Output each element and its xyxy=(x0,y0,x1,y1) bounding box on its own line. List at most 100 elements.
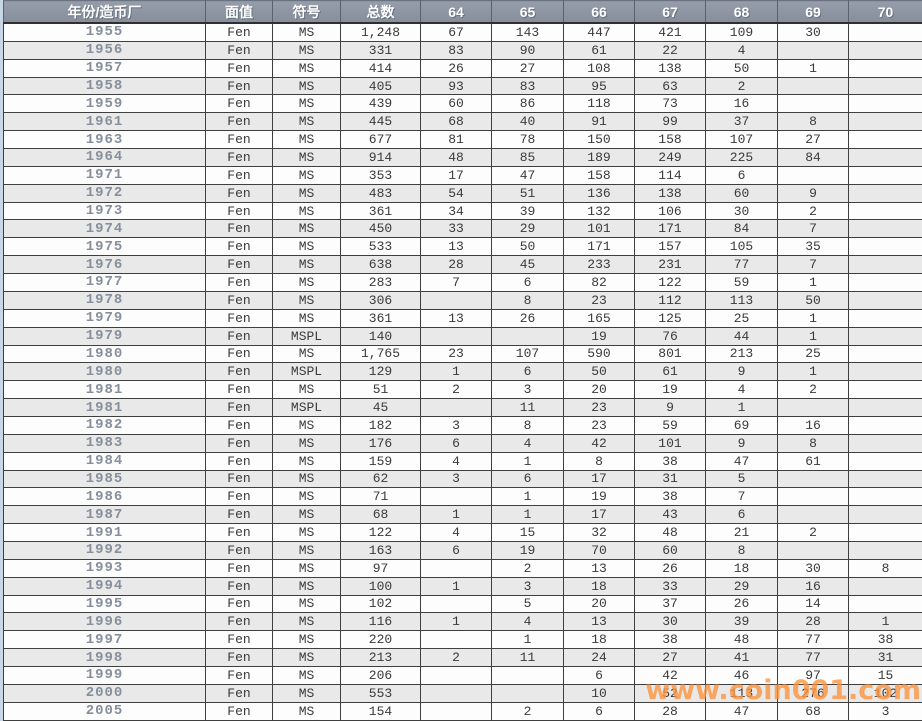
cell-symbol: MS xyxy=(272,380,341,400)
cell-grade-69: 77 xyxy=(777,648,849,667)
cell-total: 220 xyxy=(340,630,421,650)
table-row: 1981 Fen MS 51 2 3 20 19 4 2 xyxy=(3,380,922,400)
cell-grade-64: 48 xyxy=(420,148,492,167)
cell-total: 414 xyxy=(340,58,421,78)
header-cell-total: 总数 xyxy=(340,0,421,24)
cell-year-mint: 1975 xyxy=(3,237,206,257)
cell-total: 68 xyxy=(340,505,421,525)
cell-grade-69: 2 xyxy=(777,201,849,221)
cell-grade-70 xyxy=(848,487,922,507)
cell-denomination: Fen xyxy=(205,237,273,257)
cell-year-mint: 1959 xyxy=(3,94,206,114)
cell-grade-64 xyxy=(420,665,492,685)
cell-year-mint: 1997 xyxy=(3,630,206,650)
cell-denomination: Fen xyxy=(205,201,273,221)
cell-year-mint: 1992 xyxy=(3,540,206,560)
cell-grade-64: 17 xyxy=(420,165,492,185)
cell-year-mint: 1981 xyxy=(3,380,206,400)
cell-grade-67: 59 xyxy=(634,415,706,435)
cell-denomination: Fen xyxy=(205,22,273,42)
cell-year-mint: 1964 xyxy=(3,148,206,167)
cell-grade-64: 81 xyxy=(420,130,492,150)
cell-grade-68: 30 xyxy=(705,201,778,221)
cell-grade-64: 83 xyxy=(420,40,492,60)
cell-grade-64: 4 xyxy=(420,451,492,471)
cell-grade-70 xyxy=(848,112,922,132)
cell-grade-66: 20 xyxy=(563,594,635,614)
table-header-row: 年份/造币厂 面值 符号 总数 64 65 66 67 68 69 70 xyxy=(3,0,922,24)
cell-grade-65 xyxy=(491,326,564,346)
cell-grade-66: 171 xyxy=(563,237,635,257)
cell-grade-67: 9 xyxy=(634,398,706,417)
cell-grade-66: 19 xyxy=(563,326,635,346)
cell-denomination: Fen xyxy=(205,540,273,560)
cell-grade-69: 1 xyxy=(777,58,849,78)
cell-grade-64: 4 xyxy=(420,523,492,542)
table-row: 1986 Fen MS 71 1 19 38 7 xyxy=(3,487,922,507)
cell-year-mint: 1971 xyxy=(3,165,206,185)
cell-denomination: Fen xyxy=(205,683,273,703)
cell-grade-67: 22 xyxy=(634,40,706,60)
cell-grade-66: 50 xyxy=(563,362,635,382)
cell-grade-66: 233 xyxy=(563,255,635,275)
cell-grade-65: 3 xyxy=(491,576,564,596)
cell-grade-68: 60 xyxy=(705,183,778,203)
cell-grade-64: 67 xyxy=(420,22,492,42)
cell-grade-65: 6 xyxy=(491,362,564,382)
cell-grade-69: 1 xyxy=(777,362,849,382)
cell-total: 163 xyxy=(340,540,421,560)
cell-grade-70 xyxy=(848,219,922,239)
cell-grade-68: 25 xyxy=(705,308,778,328)
cell-grade-66: 189 xyxy=(563,148,635,167)
cell-total: 45 xyxy=(340,398,421,417)
cell-grade-68: 47 xyxy=(705,451,778,471)
cell-total: 677 xyxy=(340,130,421,150)
header-cell-grade-67: 67 xyxy=(634,0,706,24)
cell-grade-70 xyxy=(848,165,922,185)
cell-grade-65: 8 xyxy=(491,290,564,310)
cell-grade-67: 37 xyxy=(634,594,706,614)
cell-grade-66: 8 xyxy=(563,451,635,471)
cell-grade-67: 38 xyxy=(634,487,706,507)
cell-total: 638 xyxy=(340,255,421,275)
cell-grade-68: 2 xyxy=(705,76,778,96)
cell-grade-69 xyxy=(777,505,849,525)
cell-grade-70: 102 xyxy=(848,683,922,703)
cell-grade-69: 8 xyxy=(777,433,849,453)
cell-grade-66: 590 xyxy=(563,344,635,364)
cell-symbol: MS xyxy=(272,612,341,632)
cell-symbol: MS xyxy=(272,130,341,150)
cell-grade-66: 132 xyxy=(563,201,635,221)
cell-grade-69: 27 xyxy=(777,130,849,150)
header-cell-year-mint: 年份/造币厂 xyxy=(3,0,206,24)
cell-total: 361 xyxy=(340,308,421,328)
cell-symbol: MS xyxy=(272,594,341,614)
cell-symbol: MS xyxy=(272,701,341,721)
cell-grade-65: 8 xyxy=(491,415,564,435)
table-row: 1974 Fen MS 450 33 29 101 171 84 7 xyxy=(3,219,922,239)
cell-denomination: Fen xyxy=(205,523,273,542)
header-cell-grade-65: 65 xyxy=(491,0,564,24)
cell-total: 361 xyxy=(340,201,421,221)
cell-grade-67: 19 xyxy=(634,380,706,400)
cell-grade-65: 3 xyxy=(491,380,564,400)
table-row: 1995 Fen MS 102 5 20 37 26 14 xyxy=(3,594,922,614)
table-row: 1976 Fen MS 638 28 45 233 231 77 7 xyxy=(3,255,922,275)
cell-grade-69: 30 xyxy=(777,558,849,578)
cell-total: 483 xyxy=(340,183,421,203)
table-row: 1993 Fen MS 97 2 13 26 18 30 8 xyxy=(3,558,922,578)
cell-grade-67: 73 xyxy=(634,94,706,114)
cell-grade-65: 143 xyxy=(491,22,564,42)
table-row: 1972 Fen MS 483 54 51 136 138 60 9 xyxy=(3,183,922,203)
cell-grade-64: 2 xyxy=(420,648,492,667)
cell-grade-69: 7 xyxy=(777,255,849,275)
cell-grade-65: 1 xyxy=(491,630,564,650)
header-cell-grade-69: 69 xyxy=(777,0,849,24)
cell-grade-64: 3 xyxy=(420,415,492,435)
cell-grade-67: 249 xyxy=(634,148,706,167)
cell-grade-66: 13 xyxy=(563,558,635,578)
cell-grade-65: 51 xyxy=(491,183,564,203)
table-row: 1985 Fen MS 62 3 6 17 31 5 xyxy=(3,469,922,489)
cell-grade-66: 19 xyxy=(563,487,635,507)
